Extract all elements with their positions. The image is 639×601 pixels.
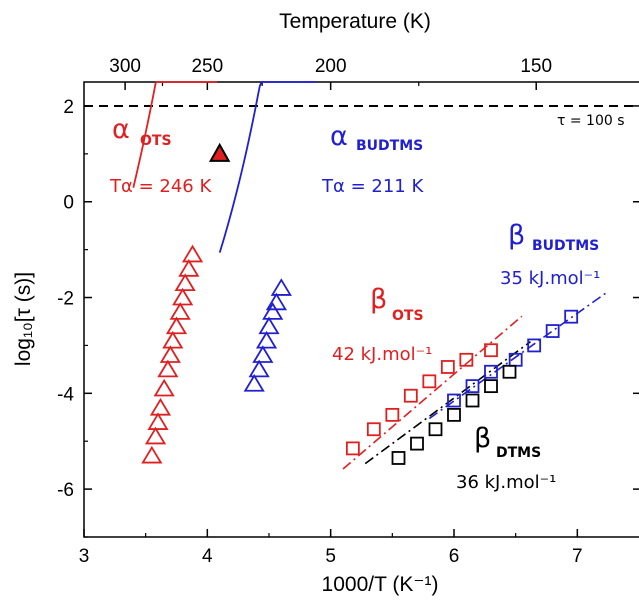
- chart-decor: 3 4 5 6 7 -6 -4 -2 0 2 300 250 200 150: [57, 56, 639, 567]
- x-tick-label: 7: [572, 546, 583, 567]
- annotation-value: 36 kJ.mol⁻¹: [456, 472, 556, 493]
- top-axis-title: Temperature (K): [279, 10, 431, 33]
- data-point-triangle: [265, 292, 287, 311]
- data-point-triangle: [252, 345, 274, 363]
- data-point-triangle: [181, 244, 204, 263]
- data-point-triangle: [169, 302, 191, 320]
- annotation-value: Tα = 211 K: [321, 176, 424, 197]
- x-tick-label: 5: [325, 546, 336, 567]
- data-point-triangle: [162, 330, 184, 349]
- data-point-square: [385, 407, 400, 422]
- fit-line: [428, 290, 609, 420]
- data-point-triangle: [141, 445, 163, 464]
- fit-curve: [132, 81, 218, 188]
- x-tick-label: 3: [79, 546, 90, 567]
- y-tick-label: 0: [63, 193, 74, 214]
- data-point-square: [403, 388, 418, 403]
- data-point-triangle: [262, 302, 284, 320]
- data-point-square: [465, 393, 480, 408]
- data-point-square: [366, 422, 381, 437]
- annotation-value: Tα = 246 K: [109, 176, 212, 197]
- annotation-symbol: β: [508, 220, 525, 251]
- data-point-triangle: [248, 359, 270, 378]
- fit-curve: [218, 81, 316, 253]
- annotation-value: 35 kJ.mol⁻¹: [500, 268, 600, 289]
- data-point-square: [527, 338, 542, 353]
- data-point-square: [447, 407, 461, 422]
- top-tick-label: 150: [520, 56, 552, 77]
- data-point-square: [545, 324, 560, 338]
- data-point-square: [428, 422, 443, 437]
- annotation-subscript: BUDTMS: [356, 138, 423, 154]
- data-point-triangle: [255, 330, 278, 349]
- x-axis-title: 1000/T (K⁻¹): [322, 573, 439, 596]
- top-tick-label: 200: [315, 56, 347, 77]
- annotation-symbol: β: [370, 284, 387, 315]
- top-tick-label: 250: [191, 56, 223, 77]
- data-point-triangle: [144, 426, 167, 445]
- data-point-filled-triangle: [208, 142, 231, 162]
- annotation-alpha-ots: α OTS Tα = 246 K: [109, 114, 212, 197]
- data-point-triangle: [243, 373, 265, 392]
- data-point-triangle: [270, 278, 292, 296]
- data-point-triangle: [157, 359, 179, 378]
- annotation-beta-dtms: β DTMS 36 kJ.mol⁻¹: [456, 423, 556, 493]
- data-point-square: [484, 379, 498, 394]
- data-point-square: [459, 352, 474, 367]
- data-point-square: [564, 309, 579, 324]
- data-point-square: [410, 436, 424, 451]
- y-tick-label: 2: [63, 97, 74, 118]
- data-point-square: [422, 374, 437, 389]
- top-tick-label: 300: [109, 56, 141, 77]
- annotation-subscript: OTS: [140, 133, 172, 149]
- annotation-alpha-budtms: α BUDTMS Tα = 211 K: [321, 121, 424, 197]
- data-markers: [141, 142, 579, 465]
- data-point-triangle: [147, 412, 169, 430]
- data-point-triangle: [178, 259, 200, 277]
- data-point-square: [391, 451, 406, 465]
- data-point-square: [345, 441, 360, 456]
- y-axis-title: log₁₀[τ (s)]: [12, 272, 35, 366]
- annotation-value: 42 kJ.mol⁻¹: [332, 344, 432, 365]
- plot-frame: [83, 81, 639, 538]
- annotation-beta-ots: β OTS 42 kJ.mol⁻¹: [332, 284, 432, 365]
- data-point-triangle: [174, 273, 196, 292]
- y-tick-label: -6: [57, 480, 74, 501]
- reference-line-label: τ = 100 s: [557, 113, 625, 129]
- annotation-subscript: DTMS: [496, 445, 541, 461]
- data-point-triangle: [172, 287, 194, 306]
- x-tick-label: 4: [202, 546, 213, 567]
- y-tick-label: -4: [57, 384, 74, 405]
- data-point-triangle: [159, 345, 181, 363]
- data-point-square: [465, 379, 480, 394]
- data-point-square: [440, 360, 455, 374]
- annotation-symbol: β: [474, 423, 491, 454]
- data-point-triangle: [258, 316, 280, 335]
- data-point-triangle: [149, 397, 172, 416]
- annotation-subscript: BUDTMS: [532, 238, 599, 254]
- annotation-subscript: OTS: [392, 308, 424, 324]
- data-point-square: [502, 364, 517, 379]
- y-tick-label: -2: [57, 289, 74, 310]
- data-point-square: [447, 393, 461, 408]
- data-point-square: [484, 364, 498, 379]
- data-point-triangle: [153, 378, 175, 397]
- annotation-beta-budtms: β BUDTMS 35 kJ.mol⁻¹: [500, 220, 600, 289]
- x-tick-label: 6: [449, 546, 460, 567]
- data-point-square: [484, 343, 498, 358]
- data-point-triangle: [165, 316, 188, 335]
- annotation-symbol: α: [112, 114, 130, 145]
- annotation-symbol: α: [330, 121, 348, 152]
